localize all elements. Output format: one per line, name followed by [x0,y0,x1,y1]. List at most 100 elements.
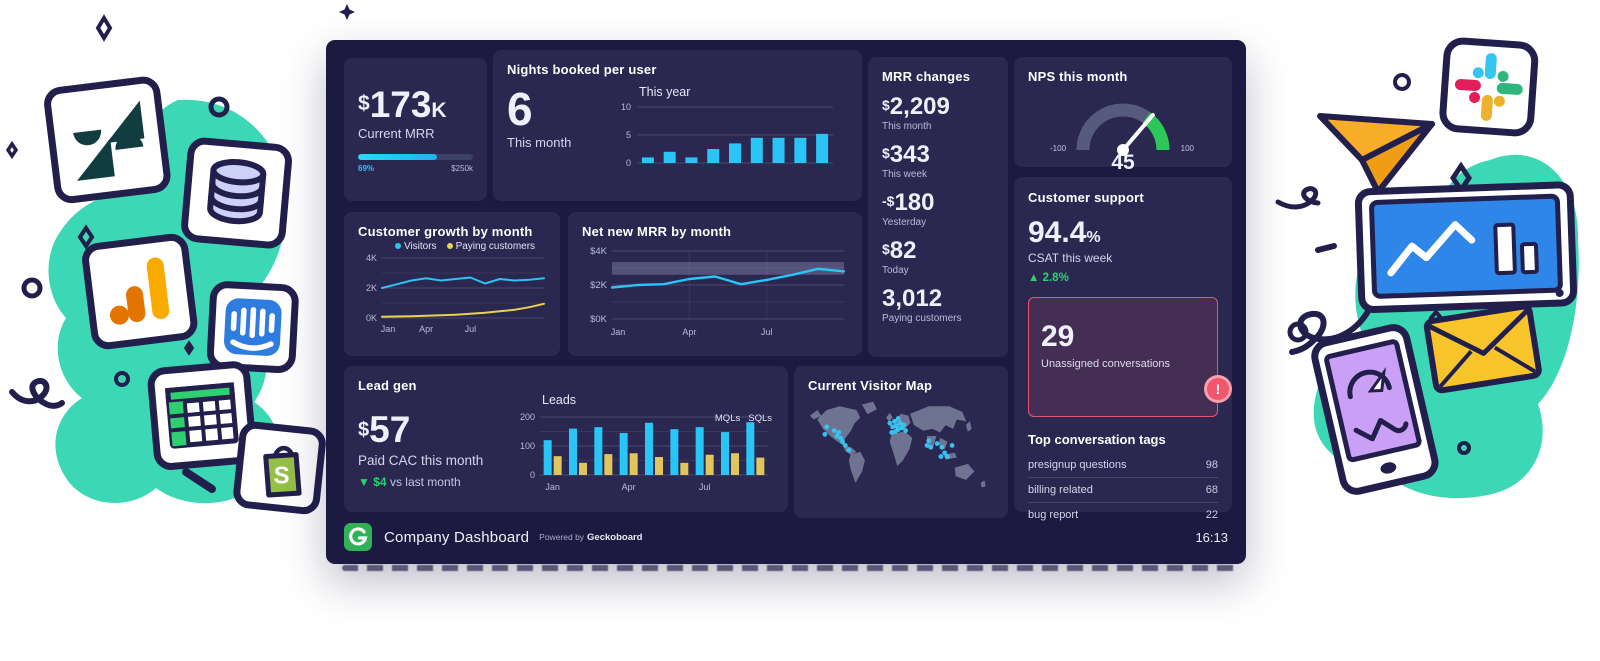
nights-booked-card: Nights booked per user 6 This month This… [493,50,862,201]
sparkle-diamond-icon [5,140,19,160]
chart-tv-illustration [1354,181,1578,314]
delta-up-icon: ▲ [1028,272,1040,284]
paying-customers-legend-dot [446,243,453,249]
google-analytics-logo [109,257,170,325]
card-title: MRR changes [882,69,971,84]
current-mrr-value: $173K [358,84,447,125]
card-title: Customer support [1028,190,1144,205]
squiggle-line [9,378,65,409]
svg-text:$0K: $0K [590,314,608,325]
diamond-filled-icon [183,340,195,356]
card-title: Net new MRR by month [582,224,732,239]
svg-text:Apr: Apr [622,482,636,492]
svg-text:Jan: Jan [381,324,396,334]
phone-gauge-doodle [1347,369,1392,400]
sparkle-diamond-icon [95,14,113,42]
intercom-logo [224,298,282,356]
card-title: Lead gen [358,378,417,393]
tags-title: Top conversation tags [1028,432,1166,447]
phone-zigzag-doodle [1353,417,1409,442]
leads-legend: MQLs SQLs [714,413,772,424]
nights-value: 6 [507,83,533,135]
svg-text:200: 200 [520,412,535,422]
svg-text:$2K: $2K [590,280,608,291]
sparkle-star-icon [339,4,355,20]
dot-circle-icon [21,277,43,299]
nights-chart-label: This year [639,85,691,99]
net-new-mrr-card: Net new MRR by month $4K $2K $0K Jan Apr Jul [568,212,862,356]
customer-support-card: Customer support 94.4% CSAT this week ▲ … [1014,177,1232,521]
zendesk-logo [73,100,145,181]
tag-row: bug report 22 [1028,502,1218,527]
database-cylinder-icon [207,158,267,225]
paid-cac-label: Paid CAC this month [358,453,484,468]
mrr-progress-max: $250k [451,164,473,173]
tag-row: presignup questions 98 [1028,459,1218,471]
slack-logo [1454,53,1523,121]
powered-by: Powered by Geckoboard [539,531,643,543]
alert-icon: ! [1207,378,1229,400]
paid-cac-delta: ▼ $4 vs last month [358,475,461,489]
svg-text:100: 100 [520,441,535,451]
growth-legend: Visitors Paying customers [384,241,546,252]
dash-line [182,468,216,493]
gauge-min-label: -100 [1050,144,1067,153]
csat-label: CSAT this week [1028,251,1113,265]
nps-card: NPS this month -100 100 45 [1014,57,1232,174]
svg-text:S: S [273,462,290,490]
customer-growth-line-chart: 4K 2K 0K Jan Apr Jul [366,253,545,334]
paid-cac-value: $57 [358,409,411,450]
svg-text:4K: 4K [366,253,377,263]
svg-text:0: 0 [626,158,631,168]
csat-value: 94.4% [1028,216,1101,249]
stat-today: $82 Today [882,237,917,277]
unassigned-alert-box: 29 Unassigned conversations ! [1028,297,1229,417]
right-illustration [1275,37,1579,499]
stat-this-month: $2,209 This month [882,93,950,133]
svg-text:Apr: Apr [682,327,696,337]
delta-down-icon: ▼ [358,475,370,489]
mrr-progress-fill [358,154,438,160]
svg-text:5: 5 [626,130,631,140]
svg-text:$4K: $4K [590,246,608,257]
nights-bar-chart: 10 5 0 [621,102,833,168]
current-mrr-label: Current MRR [358,126,435,141]
intercom-tile [206,281,299,373]
mrr-progress-percent: 69% [358,164,375,173]
nps-value: 45 [1111,151,1135,174]
render-artifact-strip [342,565,1242,571]
mrr-changes-card: MRR changes $2,209 This month $343 This … [868,57,1008,357]
dot-circle-icon [1457,441,1471,455]
visitor-dots [822,416,955,459]
clock: 16:13 [1195,529,1228,545]
svg-text:Apr: Apr [419,324,433,334]
paper-plane-illustration [1317,113,1435,195]
diamond-outline-icon [77,224,95,250]
world-map [809,401,986,488]
tv-bar-icon [1493,222,1517,276]
svg-text:2K: 2K [366,283,377,293]
svg-text:10: 10 [621,102,631,112]
nps-gauge: -100 100 [1048,86,1198,163]
svg-text:Jul: Jul [465,324,477,334]
geckoboard-logo [344,523,372,551]
database-tile [181,137,292,249]
card-title: Current Visitor Map [808,378,933,393]
leads-bar-chart: 200 100 0 Jan Apr Jul [520,412,768,492]
dot-circle-icon [208,96,230,118]
leads-chart-label: Leads [542,393,577,407]
dashboard-footer: Company Dashboard Powered by Geckoboard 1… [344,520,1228,554]
svg-text:Jan: Jan [611,327,626,337]
tv-bar-icon [1519,241,1539,275]
shopify-tile: S [233,421,326,515]
dashboard-panel: $173K Current MRR 69% $250k Nights booke… [326,40,1246,564]
visitors-legend-dot [394,243,401,249]
dot-circle-icon [114,371,130,387]
mrr-progress-bar [358,154,473,160]
mobile-phone-illustration [1311,324,1439,495]
card-title: NPS this month [1028,69,1128,84]
spreadsheet-tile [147,361,257,470]
envelope-illustration [1423,303,1542,394]
